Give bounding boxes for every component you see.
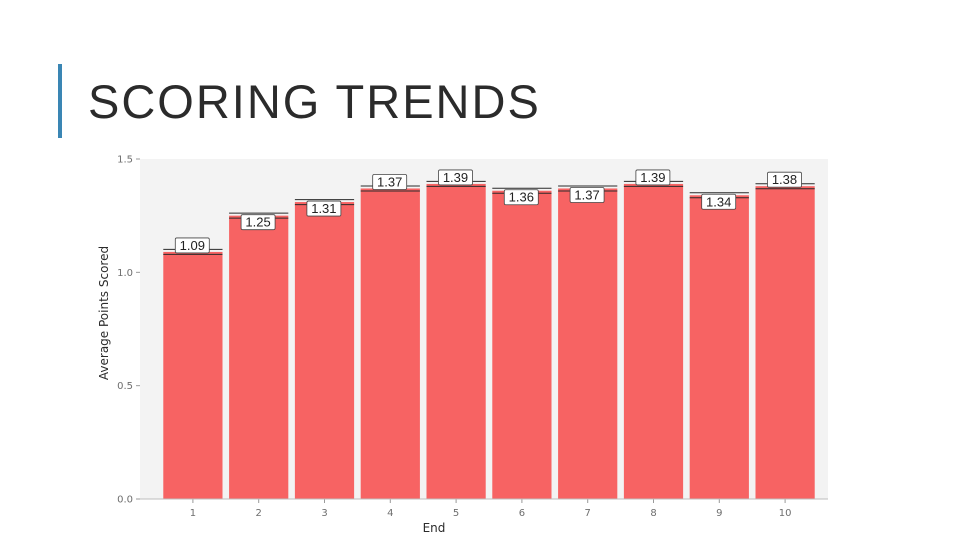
data-label-text: 1.34: [706, 194, 731, 209]
data-label-box: [767, 171, 802, 188]
data-label: 1.39: [635, 169, 671, 186]
x-tick-label: 1: [190, 508, 196, 519]
bar: [360, 188, 420, 499]
y-tick-label: 0.0: [117, 495, 133, 506]
data-label-box: [174, 237, 210, 254]
x-tick-label: 10: [779, 508, 792, 519]
data-label: 1.37: [569, 187, 605, 203]
data-label: 1.39: [438, 169, 473, 186]
data-label-text: 1.38: [772, 172, 797, 187]
data-label-text: 1.39: [443, 170, 468, 185]
data-label-box: [438, 169, 473, 186]
x-tick-label: 6: [519, 508, 525, 519]
data-label-text: 1.31: [311, 201, 336, 216]
x-tick-label: 5: [453, 508, 459, 519]
data-label-text: 1.25: [245, 215, 270, 230]
data-label: 1.25: [240, 214, 276, 231]
data-label: 1.37: [372, 174, 408, 190]
data-label-text: 1.37: [377, 174, 402, 189]
y-tick-label: 1.0: [117, 268, 133, 279]
data-label: 1.31: [306, 200, 342, 217]
y-tick-label: 1.5: [117, 155, 133, 166]
y-tick-label: 0.5: [117, 381, 133, 392]
bar: [163, 251, 223, 499]
bars-group: 1.09 1.25 1.31 1.37 1.39 1.36 1.37 1.39 1.34 1.38: [163, 169, 815, 500]
bar: [558, 188, 618, 499]
bar: [623, 183, 684, 499]
data-label-text: 1.36: [509, 190, 534, 205]
bar: [426, 183, 486, 499]
y-axis: 0.0 0.5 1.0 1.5: [117, 155, 140, 506]
data-label-box: [306, 200, 342, 217]
title-accent-bar: [58, 64, 62, 138]
x-axis-label: End: [423, 521, 446, 535]
data-label: 1.38: [767, 171, 802, 188]
data-label-text: 1.09: [180, 238, 205, 253]
data-label-box: [372, 174, 408, 190]
slide-title: SCORING TRENDS: [88, 75, 541, 128]
data-label-box: [503, 189, 539, 206]
x-tick-label: 3: [321, 508, 327, 519]
x-tick-label: 7: [585, 508, 591, 519]
bar: [492, 190, 552, 499]
x-axis: 1 2 3 4 5 6 7 8 9 10: [190, 499, 792, 519]
bar-chart: 0.0 0.5 1.0 1.5 1.09 1.25 1.31 1.37 1.39 1.36 1.3…: [97, 155, 828, 535]
data-label-text: 1.37: [574, 187, 599, 202]
bar: [689, 195, 749, 499]
data-label: 1.36: [503, 189, 539, 206]
x-tick-label: 8: [650, 508, 656, 519]
data-label-box: [701, 193, 737, 210]
x-tick-label: 9: [716, 508, 722, 519]
bar: [755, 186, 815, 499]
y-axis-label: Average Points Scored: [97, 246, 111, 380]
data-label: 1.34: [701, 193, 737, 210]
x-tick-label: 4: [387, 508, 393, 519]
data-label-box: [240, 214, 276, 231]
bar: [294, 202, 355, 500]
data-label-text: 1.39: [640, 170, 665, 185]
data-label: 1.09: [174, 237, 210, 254]
bar: [229, 215, 289, 499]
data-label-box: [635, 169, 671, 186]
x-tick-label: 2: [256, 508, 262, 519]
data-label-box: [569, 187, 605, 203]
